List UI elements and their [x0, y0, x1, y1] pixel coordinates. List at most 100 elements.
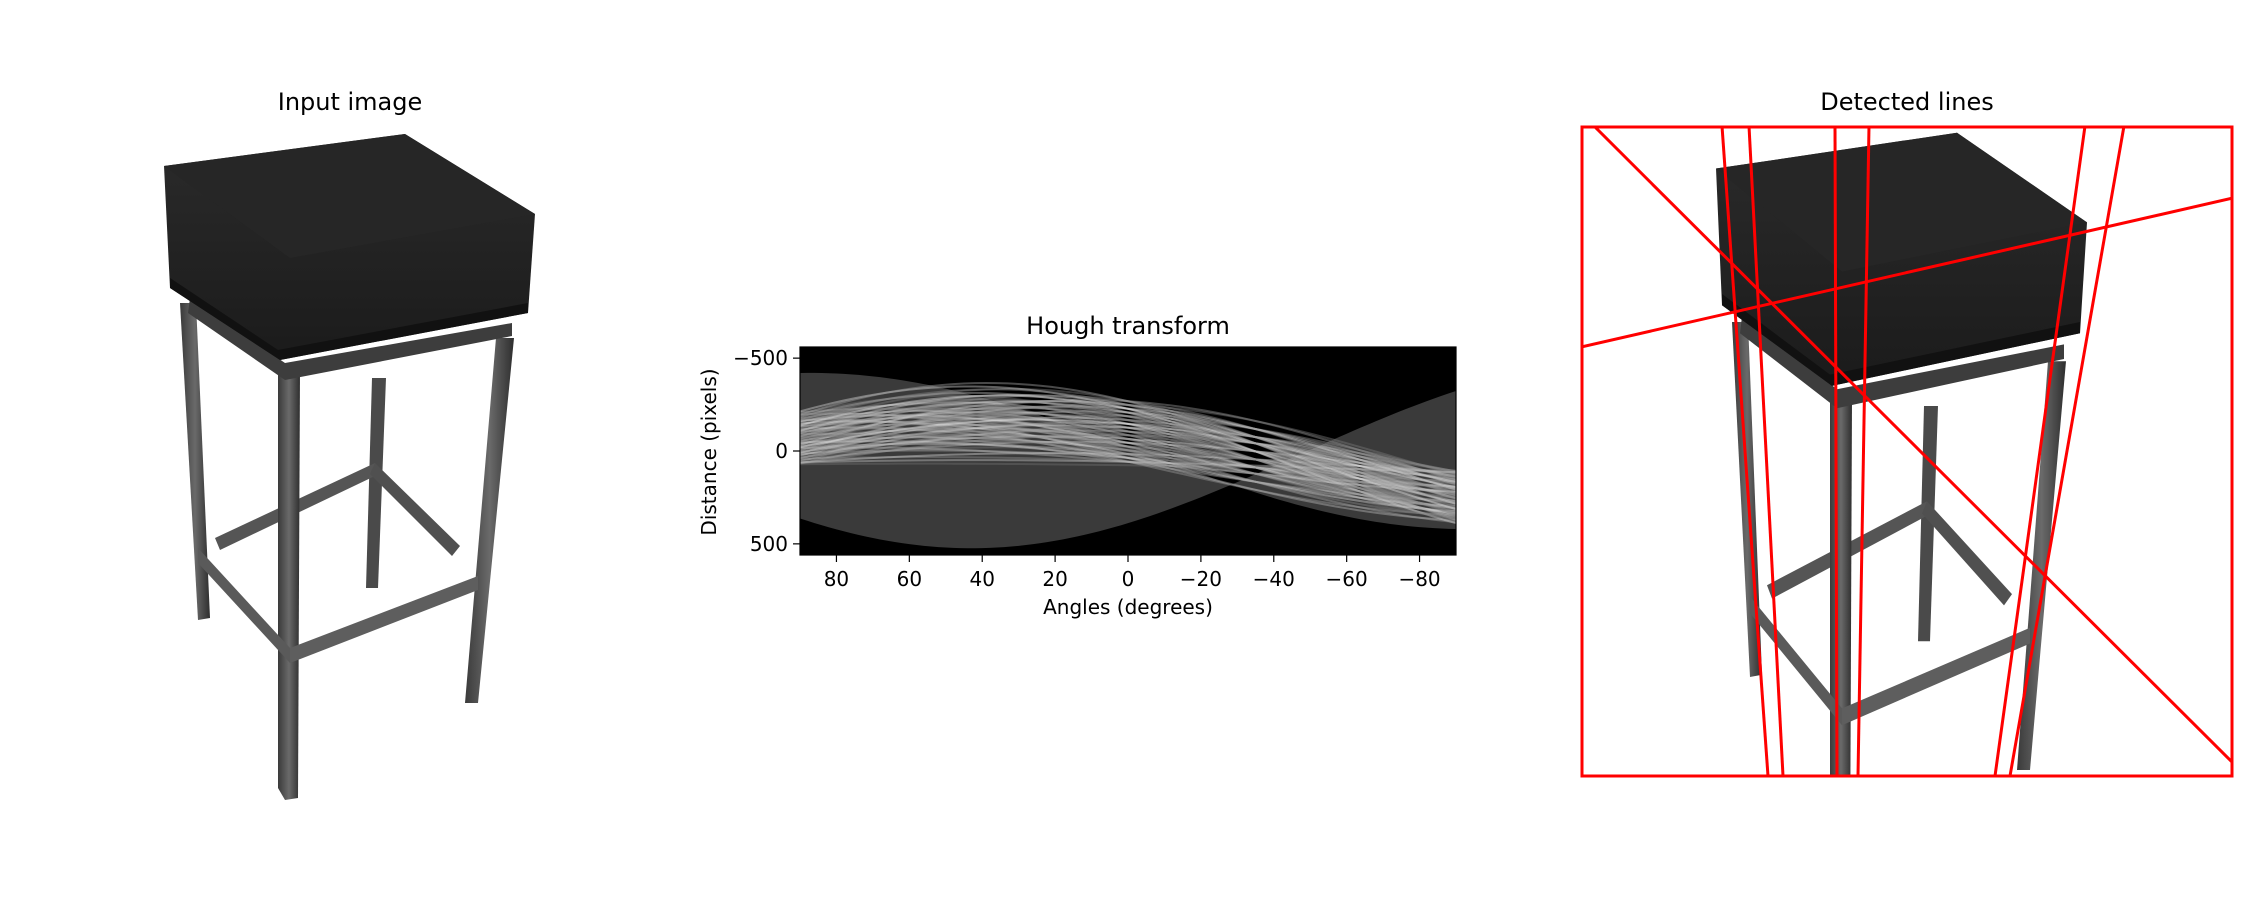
hough-sinusoid: [800, 462, 1456, 472]
hough-xtick-label: 80: [824, 567, 849, 591]
hough-accumulator-region: [800, 372, 1456, 549]
hough-xtick-label: −80: [1398, 567, 1440, 591]
hough-sinusoid: [800, 405, 1456, 486]
hough-sinusoid: [800, 456, 1456, 477]
hough-sinusoid: [800, 442, 1456, 488]
hough-sinusoid: [800, 452, 1456, 474]
hough-sinusoid: [800, 410, 1456, 480]
hough-sinusoid: [800, 440, 1456, 476]
hough-sinusoid: [800, 420, 1456, 509]
hough-xlabel: Angles (degrees): [1043, 595, 1213, 619]
hough-sinusoid: [800, 418, 1456, 516]
hough-sinusoid: [800, 414, 1456, 515]
hough-xtick-label: 20: [1042, 567, 1067, 591]
hough-sinusoid: [800, 398, 1456, 482]
hough-sinusoid: [800, 394, 1456, 497]
hough-sinusoid: [800, 435, 1456, 481]
detected-line: [1747, 126, 1785, 776]
hough-sinusoid: [800, 421, 1456, 478]
detected-lines: [1581, 126, 2233, 776]
input-panel-title: Input image: [278, 88, 423, 116]
hough-xtick-label: −60: [1326, 567, 1368, 591]
hough-xtick-label: −20: [1180, 567, 1222, 591]
hough-sinusoid: [800, 424, 1456, 483]
hough-sinusoid: [800, 427, 1456, 504]
hough-sinusoid: [800, 387, 1456, 511]
hough-sinusoid: [800, 433, 1456, 499]
hough-sinusoid: [800, 440, 1456, 485]
hough-sinusoid: [800, 417, 1456, 498]
hough-sinusoid: [800, 393, 1456, 505]
hough-sinusoid: [800, 440, 1456, 493]
hough-sinusoid: [800, 391, 1456, 519]
hough-sinusoid: [800, 433, 1456, 490]
detected-panel-title: Detected lines: [1820, 88, 1993, 116]
hough-sinusoid: [800, 420, 1456, 501]
detected-line: [1720, 126, 1770, 776]
hough-sinusoid: [800, 400, 1456, 491]
hough-xtick-label: 40: [969, 567, 994, 591]
hough-panel-title: Hough transform: [1026, 312, 1230, 340]
hough-sinusoid: [800, 426, 1456, 473]
hough-sinusoid: [800, 398, 1456, 514]
hough-sinusoid: [800, 406, 1456, 500]
hough-sinusoid: [800, 411, 1456, 489]
input-stool-photo: [164, 134, 535, 800]
hough-ylabel: Distance (pixels): [697, 368, 721, 535]
hough-sinusoid: [800, 399, 1456, 500]
hough-sinusoid: [800, 449, 1456, 483]
hough-sinusoid: [800, 385, 1456, 525]
hough-xtick-label: 60: [897, 567, 922, 591]
hough-sinusoid: [800, 400, 1456, 505]
hough-sinusoid: [800, 429, 1456, 478]
hough-sinusoid: [800, 394, 1456, 523]
hough-sinusoid: [800, 446, 1456, 479]
hough-sinusoid: [800, 407, 1456, 520]
detected-line: [1592, 126, 2233, 765]
hough-sinusoid: [800, 382, 1456, 521]
hough-sinusoid: [800, 403, 1456, 477]
hough-xtick-label: 0: [1122, 567, 1135, 591]
hough-ytick-label: 0: [775, 439, 788, 463]
hough-sinusoid: [800, 409, 1456, 515]
hough-sinusoid: [800, 429, 1456, 487]
hough-sinusoid: [800, 427, 1456, 496]
hough-ytick-label: −500: [733, 346, 788, 370]
hough-sinusoid: [800, 429, 1456, 499]
hough-sinusoid: [800, 446, 1456, 488]
hough-sinusoid: [800, 423, 1456, 504]
hough-sinusoid: [800, 394, 1456, 510]
hough-sinusoid: [800, 420, 1456, 513]
hough-sinusoid: [800, 418, 1456, 489]
hough-sinusoid: [800, 416, 1456, 484]
hough-sinusoid: [800, 407, 1456, 524]
hough-sinusoid: [800, 436, 1456, 494]
hough-sinusoid: [800, 426, 1456, 507]
hough-sinusoid: [800, 404, 1456, 508]
hough-sinusoid: [800, 407, 1456, 512]
hough-sinusoid: [800, 423, 1456, 492]
detected-line: [1833, 126, 1839, 776]
hough-xtick-label: −40: [1253, 567, 1295, 591]
hough-sinusoid: [800, 403, 1456, 521]
detected-line: [1856, 126, 1871, 776]
detected-frame: [1580, 125, 2234, 778]
hough-sinusoid: [800, 459, 1456, 474]
hough-sinusoid: [800, 414, 1456, 506]
hough-sinusoid: [800, 388, 1456, 516]
hough-sinusoid: [800, 412, 1456, 522]
hough-sinusoid: [800, 434, 1456, 473]
hough-ytick-label: 500: [750, 532, 788, 556]
hough-sinusoid: [800, 401, 1456, 517]
detected-line: [1993, 126, 2087, 776]
hough-sinusoid: [800, 416, 1456, 510]
detected-line: [2008, 126, 2126, 776]
detected-line: [1581, 196, 2233, 349]
hough-sinusoid: [800, 414, 1456, 475]
hough-sinusoid: [800, 411, 1456, 503]
hough-sinusoid: [800, 432, 1456, 502]
hough-heatmap: [800, 347, 1456, 555]
hough-sinusoid: [800, 414, 1456, 518]
hough-sinusoid: [800, 412, 1456, 494]
